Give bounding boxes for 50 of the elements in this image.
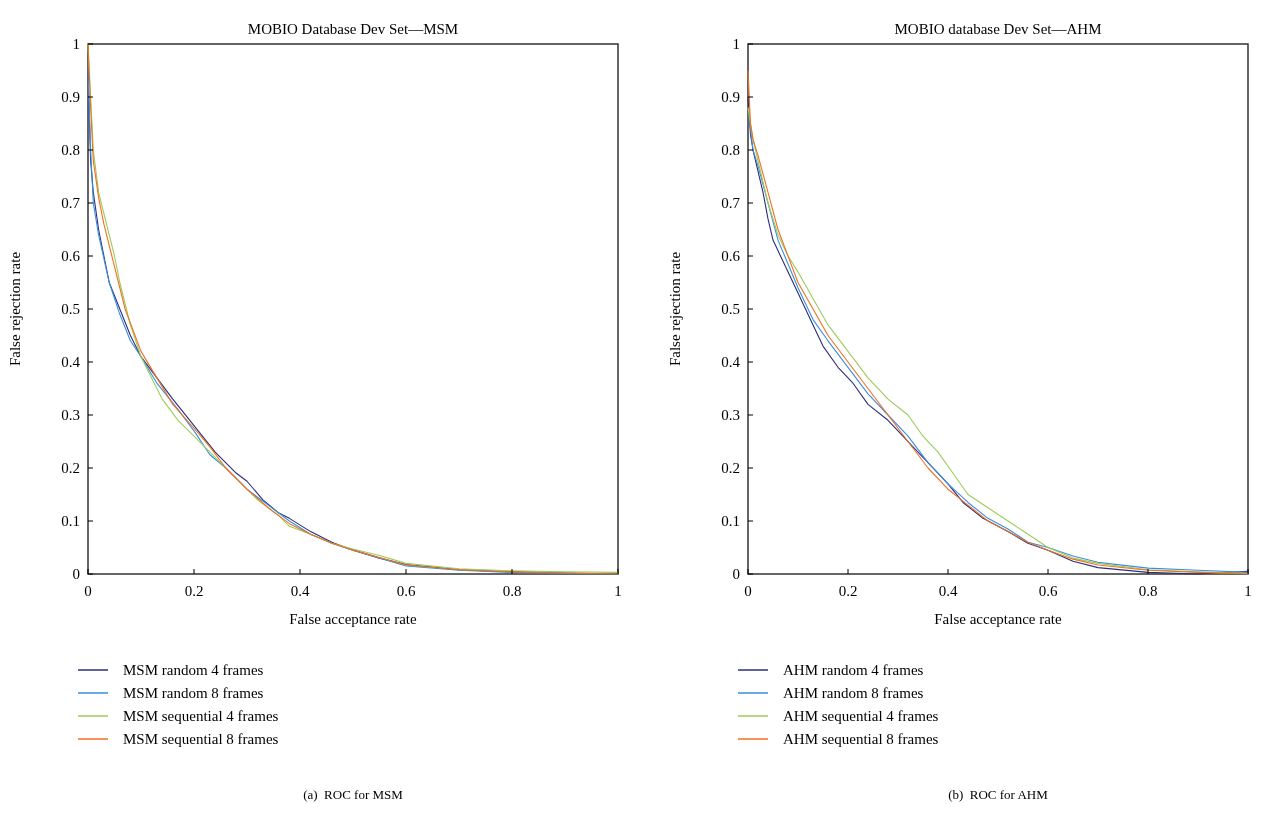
legend-label: MSM random 8 frames — [123, 685, 264, 702]
x-tick-label: 0.6 — [1038, 583, 1058, 599]
y-tick-label: 0 — [732, 566, 740, 583]
y-tick-label: 1 — [72, 36, 80, 53]
y-tick-label: 0.8 — [721, 142, 740, 159]
x-tick-label: 1 — [614, 583, 622, 599]
legend-label: AHM random 8 frames — [783, 685, 924, 702]
text: (a) ROC for MSM — [303, 787, 404, 802]
x-tick-label: 0.8 — [502, 583, 522, 599]
legend-label: AHM sequential 4 frames — [783, 708, 939, 725]
y-tick-label: 0.4 — [721, 354, 741, 371]
y-tick-label: 0.8 — [61, 142, 80, 159]
y-tick-label: 0.9 — [61, 89, 80, 106]
x-axis-title: False acceptance rate — [934, 611, 1063, 627]
legend-label: AHM sequential 8 frames — [783, 731, 939, 748]
x-tick-label: 0 — [744, 583, 752, 599]
y-tick-label: 0.4 — [61, 354, 81, 371]
y-tick-label: 1 — [732, 36, 740, 53]
x-tick-label: 0.6 — [396, 583, 416, 599]
y-tick-label: 0.3 — [61, 407, 80, 424]
y-tick-label: 0.6 — [721, 248, 741, 265]
y-tick-label: 0.7 — [721, 195, 741, 212]
y-tick-label: 0 — [72, 566, 80, 583]
x-tick-label: 1 — [1244, 583, 1252, 599]
x-tick-label: 0 — [84, 583, 92, 599]
x-tick-label: 0.8 — [1138, 583, 1158, 599]
legend-label: MSM sequential 4 frames — [123, 708, 279, 725]
x-tick-label: 0.2 — [838, 583, 858, 599]
chart-title: MOBIO database Dev Set—AHM — [894, 21, 1102, 37]
y-tick-label: 0.5 — [61, 301, 80, 318]
legend-label: MSM random 4 frames — [123, 662, 264, 679]
legend-label: MSM sequential 8 frames — [123, 731, 279, 748]
y-tick-label: 0.1 — [721, 513, 740, 530]
legend-label: AHM random 4 frames — [783, 662, 924, 679]
x-axis-title: False acceptance rate — [289, 611, 418, 627]
y-axis-title: False rejection rate — [7, 251, 23, 367]
y-tick-label: 0.9 — [721, 89, 740, 106]
x-tick-label: 0.4 — [938, 583, 958, 599]
x-tick-label: 0.2 — [184, 583, 204, 599]
y-tick-label: 0.6 — [61, 248, 81, 265]
y-tick-label: 0.2 — [721, 460, 740, 477]
y-tick-label: 0.5 — [721, 301, 740, 318]
y-tick-label: 0.7 — [61, 195, 81, 212]
y-tick-label: 0.1 — [61, 513, 80, 530]
y-tick-label: 0.3 — [721, 407, 740, 424]
chart-title: MOBIO Database Dev Set—MSM — [247, 21, 459, 37]
y-axis-title: False rejection rate — [667, 251, 683, 367]
y-tick-label: 0.2 — [61, 460, 80, 477]
text: (b) ROC for AHM — [948, 787, 1049, 802]
x-tick-label: 0.4 — [290, 583, 310, 599]
